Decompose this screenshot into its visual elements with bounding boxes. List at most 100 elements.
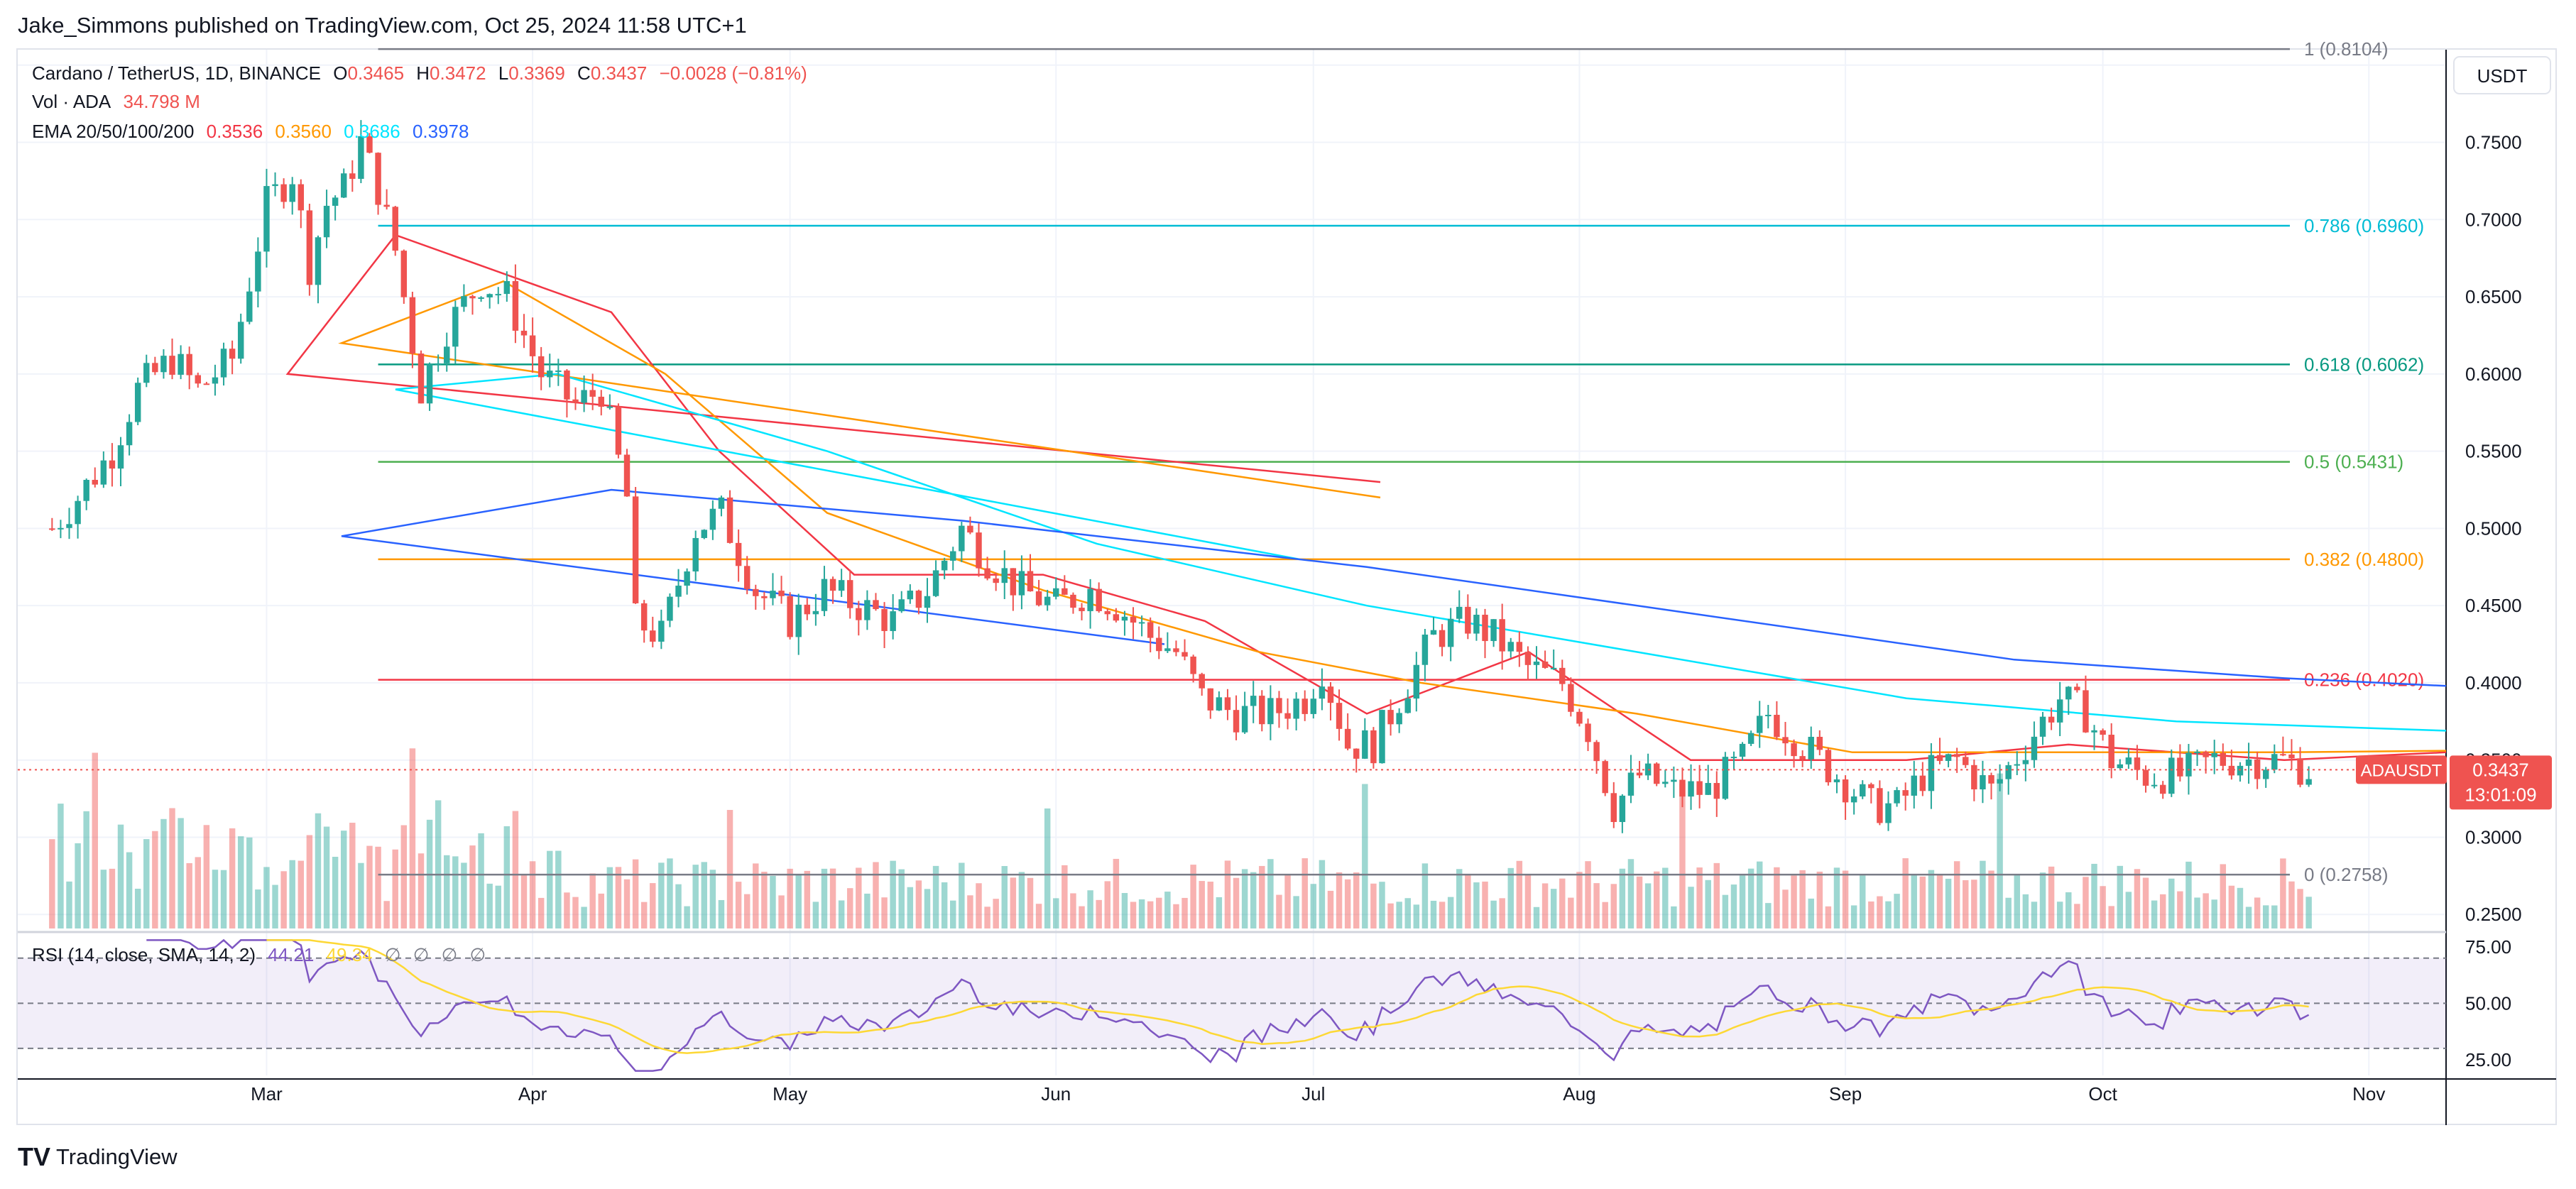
volume-bar xyxy=(255,889,261,928)
candle-body xyxy=(1860,784,1866,797)
volume-bar xyxy=(1765,903,1772,928)
candle-body xyxy=(1413,664,1420,699)
candle-body xyxy=(1774,714,1780,738)
volume-bar xyxy=(658,862,665,928)
candle-body xyxy=(1293,698,1299,719)
candle-body xyxy=(2297,758,2303,785)
volume-bar xyxy=(83,811,89,928)
candle-body xyxy=(1550,667,1557,669)
ema200-value: 0.3978 xyxy=(412,121,469,142)
volume-bar xyxy=(2203,893,2209,928)
volume-bar xyxy=(1627,859,1634,928)
volume-bar xyxy=(1533,906,1540,928)
volume-bar xyxy=(503,826,511,928)
volume-bar xyxy=(1610,884,1617,928)
candle-body xyxy=(1610,793,1617,823)
volume-bar xyxy=(1747,868,1754,928)
high-label: H xyxy=(416,62,430,84)
volume-bar xyxy=(237,836,244,928)
rsi-na-4: ∅ xyxy=(469,944,486,965)
candle-body xyxy=(520,330,528,336)
candle-body xyxy=(821,579,828,611)
candle-body xyxy=(1988,774,1994,784)
candle-body xyxy=(1096,588,1102,611)
volume-bar xyxy=(1156,897,1162,928)
candle-body xyxy=(2194,751,2200,753)
candle-body xyxy=(1662,782,1669,784)
candle-body xyxy=(83,479,89,501)
volume-bar xyxy=(1044,808,1051,928)
volume-bar xyxy=(1688,887,1694,928)
candle-body xyxy=(2159,784,2166,794)
volume-bar xyxy=(58,804,64,928)
volume-bar xyxy=(1293,896,1299,928)
volume-bar xyxy=(1980,860,1986,928)
price-tick-label-10: 0.3000 xyxy=(2465,826,2522,848)
candle-body xyxy=(623,454,631,497)
candle-body xyxy=(2237,765,2244,776)
candle-body xyxy=(400,251,408,297)
ema-legend[interactable]: EMA 20/50/100/200 0.3536 0.3560 0.3686 0… xyxy=(32,121,476,143)
candle-body xyxy=(1241,706,1248,733)
volume-bar xyxy=(143,839,150,928)
volume-bar xyxy=(701,862,708,928)
volume-bar xyxy=(495,885,501,928)
candle-body xyxy=(718,497,725,509)
candle-body xyxy=(1808,737,1814,760)
volume-bar xyxy=(812,902,819,928)
volume-bar xyxy=(1465,874,1471,928)
candle-body xyxy=(1688,781,1694,797)
symbol-title[interactable]: Cardano / TetherUS, 1D, BINANCE xyxy=(32,62,322,84)
volume-bar xyxy=(1259,865,1265,928)
volume-bar xyxy=(2134,869,2141,928)
candle-body xyxy=(1276,698,1282,713)
volume-bar xyxy=(2168,878,2175,928)
volume-bar xyxy=(726,809,733,928)
volume-bar xyxy=(2305,897,2312,928)
volume-bar xyxy=(959,862,965,928)
candle-body xyxy=(1104,610,1110,615)
volume-bar xyxy=(2185,861,2192,928)
volume-bar xyxy=(444,855,450,928)
volume-bar xyxy=(606,867,613,928)
candle-body xyxy=(735,542,742,566)
volume-bar xyxy=(66,881,72,928)
volume-bar xyxy=(1653,871,1660,928)
open-label: O xyxy=(333,62,348,84)
candle-body xyxy=(160,356,167,373)
volume-bar xyxy=(1842,870,1849,928)
volume-bar xyxy=(709,870,716,928)
volume-bar xyxy=(2194,897,2200,928)
candle-body xyxy=(881,609,888,631)
volume-bar xyxy=(1216,897,1223,928)
tradingview-brand[interactable]: TradingView xyxy=(56,1144,178,1169)
currency-box xyxy=(2453,56,2551,94)
candle-body xyxy=(469,296,476,299)
candle-body xyxy=(856,608,862,620)
volume-bar xyxy=(1421,863,1429,928)
candle-body xyxy=(1130,616,1137,623)
candle-body xyxy=(2031,736,2038,760)
candle-body xyxy=(1079,608,1085,611)
candle-body xyxy=(1696,781,1703,795)
candle-body xyxy=(58,527,64,530)
volume-bar xyxy=(1070,893,1076,928)
candle-body xyxy=(263,186,270,252)
candle-body xyxy=(143,363,150,383)
candle-body xyxy=(812,610,819,615)
volume-bar xyxy=(1018,872,1025,928)
rsi-na-1: ∅ xyxy=(384,944,401,965)
volume-legend[interactable]: Vol · ADA 34.798 M xyxy=(32,91,207,113)
volume-bar xyxy=(675,884,682,928)
rsi-label: RSI (14, close, SMA, 14, 2) xyxy=(32,944,256,965)
rsi-legend[interactable]: RSI (14, close, SMA, 14, 2) 44.21 49.34 … xyxy=(32,944,493,966)
volume-bar xyxy=(838,900,845,928)
candle-body xyxy=(709,508,716,530)
price-tick-label-5: 0.5500 xyxy=(2465,441,2522,462)
tradingview-logo-icon[interactable]: TV xyxy=(18,1142,51,1171)
volume-bar xyxy=(787,868,793,928)
candle-body xyxy=(1576,711,1583,724)
symbol-tag-label: ADAUSDT xyxy=(2361,761,2443,780)
candle-body xyxy=(452,307,459,347)
